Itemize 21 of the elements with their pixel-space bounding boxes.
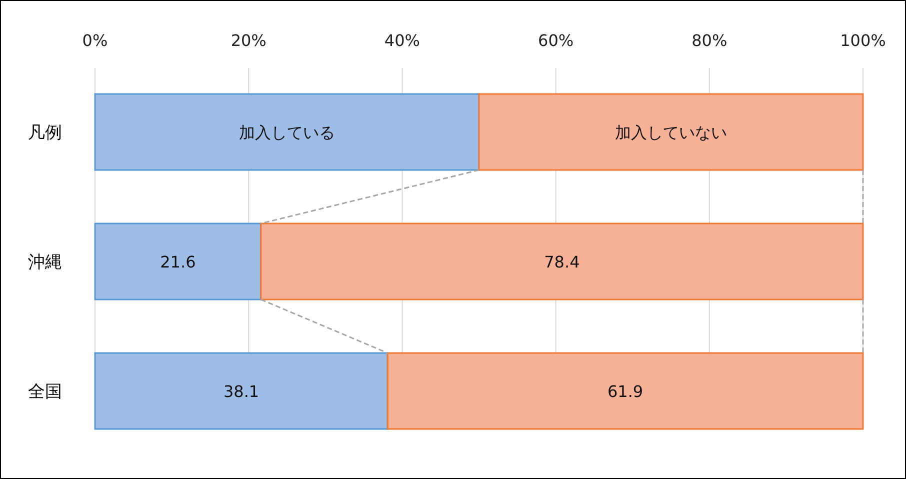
y-tick-label: 凡例 [28,123,62,143]
bar [94,222,262,300]
x-tick-label: 0% [82,31,108,50]
x-tick-label: 60% [538,31,574,50]
data-label: 61.9 [607,382,644,401]
x-tick-label: 40% [384,31,420,50]
data-label: 38.1 [223,382,260,401]
bar [478,93,864,171]
data-label: 21.6 [160,252,196,272]
data-label: 78.4 [544,252,580,272]
x-tick-label: 100% [840,31,886,50]
bar [94,352,388,430]
bar [386,352,864,430]
x-tick-label: 20% [230,31,266,50]
data-label: 加入していない [615,123,727,142]
y-tick-label: 沖縄 [28,252,62,272]
data-label: 加入している [239,123,335,142]
bar [260,222,864,300]
bar [94,93,480,171]
y-tick-label: 全国 [28,382,62,402]
x-tick-label: 80% [692,31,728,50]
